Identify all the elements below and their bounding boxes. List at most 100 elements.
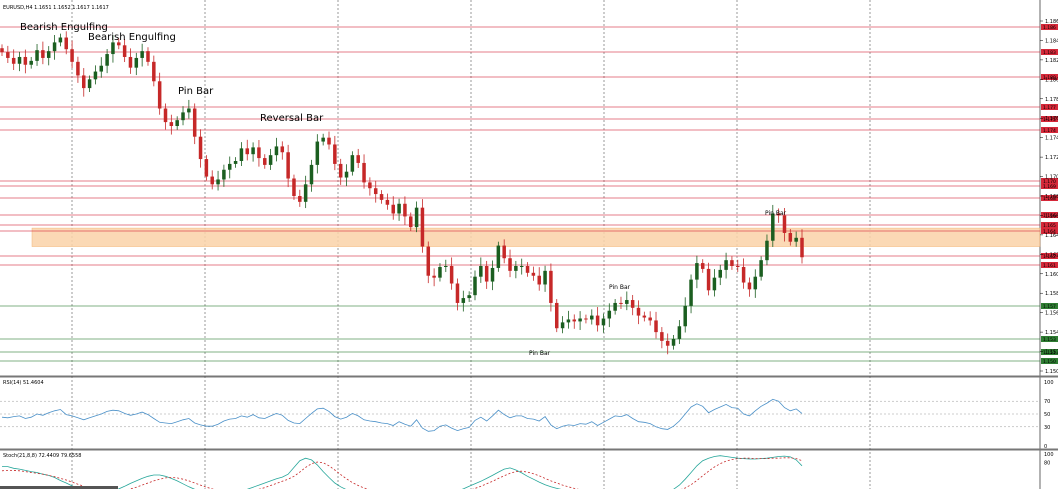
candle-body: [146, 51, 150, 62]
horizontal-scrollbar[interactable]: [0, 486, 118, 489]
symbol-header: EURUSD,H4 1.1651 1.1652 1.1617 1.1617: [3, 5, 109, 11]
candle: [122, 39, 127, 63]
candle-body: [309, 164, 314, 185]
candle-body: [233, 161, 238, 164]
candle-body: [473, 276, 477, 296]
candle-body: [397, 203, 401, 214]
candle-body: [198, 136, 203, 160]
candle: [665, 333, 670, 355]
candle-body: [251, 147, 255, 155]
candle: [52, 35, 57, 60]
candle: [263, 154, 267, 169]
candle: [344, 164, 349, 187]
candle-body: [11, 57, 16, 64]
candle: [257, 140, 261, 167]
candle-body: [163, 108, 168, 123]
candle: [683, 297, 687, 333]
candle: [29, 56, 33, 69]
candle: [706, 262, 711, 296]
candle: [286, 144, 290, 188]
price-tick-label: 1.166: [1045, 213, 1058, 219]
level-tag-label: 1.157: [1043, 304, 1056, 310]
candle-body: [204, 159, 209, 177]
price-tick-label: 1.186: [1045, 19, 1058, 25]
rsi-tick-label: 100: [1044, 380, 1054, 386]
level-tag: [1041, 358, 1058, 364]
candle: [654, 311, 658, 339]
rsi-panel: [0, 378, 1040, 449]
candle: [771, 204, 775, 247]
candle: [117, 38, 121, 50]
candle-body: [432, 275, 436, 278]
candle: [192, 103, 197, 145]
price-tick-label: 1.154: [1045, 330, 1058, 336]
candle-body: [724, 260, 728, 270]
candle: [753, 269, 758, 298]
candle: [484, 260, 489, 289]
candle: [274, 137, 279, 162]
price-tick-label: 1.160: [1045, 272, 1058, 278]
candle-body: [619, 302, 623, 304]
candle: [736, 259, 740, 273]
candle-body: [128, 56, 133, 68]
candle-body: [479, 266, 483, 277]
candle: [152, 55, 156, 87]
candle-body: [315, 141, 320, 165]
candle: [251, 142, 255, 162]
candle: [595, 307, 600, 332]
level-tag-label: 1.165: [1043, 223, 1056, 229]
stoch-tick-label: 100: [1044, 452, 1054, 458]
level-tag: [1041, 116, 1058, 122]
price-tick-label: 1.180: [1045, 77, 1058, 83]
candle-body: [327, 137, 331, 145]
candle: [362, 154, 366, 189]
candle-body: [706, 268, 711, 291]
level-tag: [1041, 262, 1058, 268]
candle-body: [87, 79, 92, 89]
candle: [169, 114, 174, 135]
candle: [689, 274, 693, 314]
candle: [514, 260, 518, 279]
candle-body: [64, 37, 68, 50]
candle: [531, 266, 536, 281]
candle-body: [642, 315, 647, 318]
candle-body: [321, 137, 325, 142]
candle: [403, 196, 407, 225]
candle: [700, 259, 705, 273]
price-tick-label: 1.174: [1045, 136, 1058, 142]
candle-body: [245, 148, 250, 155]
candle-body: [99, 65, 104, 72]
candle: [93, 65, 98, 85]
candle: [222, 164, 226, 187]
candle-body: [391, 204, 395, 214]
candle-body: [152, 61, 156, 82]
candle-body: [274, 146, 279, 156]
candle-body: [508, 258, 512, 271]
candle-body: [549, 270, 553, 303]
candle: [525, 262, 530, 277]
candle: [549, 263, 553, 312]
price-tick-label: 1.170: [1045, 175, 1058, 181]
candle: [321, 133, 325, 146]
candle-body: [23, 56, 28, 65]
candle-body: [531, 272, 536, 276]
candle-body: [461, 298, 466, 303]
candle: [356, 148, 360, 168]
candle-body: [280, 146, 285, 153]
level-tag: [1041, 178, 1058, 184]
pattern-annotation: Reversal Bar: [260, 113, 324, 124]
rsi-tick-label: 70: [1044, 399, 1050, 405]
level-tag: [1041, 336, 1058, 342]
candle-body: [350, 155, 355, 172]
candle: [210, 170, 214, 190]
candle-body: [736, 266, 740, 267]
candle-body: [730, 260, 734, 266]
candle: [6, 45, 10, 63]
candle: [268, 148, 273, 170]
rsi-tick-label: 0: [1044, 444, 1047, 450]
level-tag-label: 1.174: [1043, 128, 1056, 134]
candle: [642, 311, 647, 322]
level-tag-label: 1.162: [1043, 254, 1056, 260]
levels-layer: 1.1861.1831.1801.1771.1751.1741.1701.169…: [0, 24, 1058, 365]
candle-body: [17, 56, 22, 64]
